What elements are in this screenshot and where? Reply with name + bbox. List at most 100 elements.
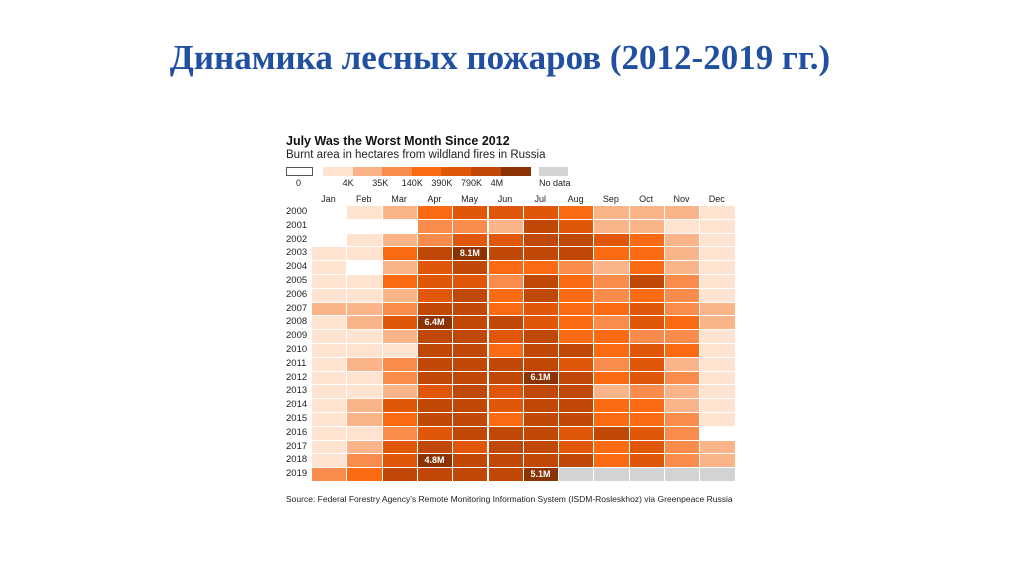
heatmap-cell <box>558 246 595 262</box>
heatmap-cell <box>522 329 560 344</box>
year-label: 2016 <box>286 426 308 438</box>
heatmap-cell <box>558 329 595 344</box>
heatmap-cell <box>522 343 560 358</box>
heatmap-cell <box>628 425 665 441</box>
heatmap-cell <box>628 205 665 220</box>
heatmap-cell <box>628 218 665 234</box>
heatmap-cell <box>593 384 630 400</box>
month-label: May <box>461 194 479 204</box>
legend-label: 140K <box>401 178 423 188</box>
heatmap-cell <box>346 232 383 248</box>
heatmap-cell <box>522 205 560 220</box>
heatmap-cell <box>346 453 383 469</box>
heatmap-cell <box>593 356 630 372</box>
heatmap-cell <box>628 315 665 331</box>
heatmap-cell <box>699 287 736 303</box>
heatmap-cell <box>381 274 418 289</box>
year-label: 2003 <box>286 247 308 259</box>
heatmap-cell <box>452 467 489 482</box>
heatmap-cell <box>346 439 383 455</box>
legend-swatch-zero <box>286 167 313 176</box>
heatmap-cell <box>558 205 595 220</box>
slide-title: Динамика лесных пожаров (2012-2019 гг.) <box>169 38 831 77</box>
heatmap-cell <box>346 315 383 331</box>
chart-source: Source: Federal Forestry Agency's Remote… <box>286 494 733 504</box>
heatmap-cell <box>628 343 665 358</box>
heatmap-cell <box>346 329 383 344</box>
legend-swatch <box>411 167 442 176</box>
heatmap-cell <box>593 260 630 275</box>
heatmap-cell <box>487 315 524 331</box>
heatmap-cell <box>699 439 736 455</box>
heatmap-cell <box>699 260 736 275</box>
heatmap-cell <box>381 384 418 400</box>
heatmap-cell <box>558 315 595 331</box>
heatmap-cell <box>593 453 630 469</box>
heatmap-cell <box>381 439 418 455</box>
heatmap-cell <box>346 287 383 303</box>
heatmap-cell <box>416 274 454 289</box>
heatmap-cell <box>628 412 665 427</box>
heatmap-cell <box>346 218 383 234</box>
year-label: 2008 <box>286 316 308 328</box>
heatmap-cell <box>558 412 595 427</box>
heatmap-cell <box>381 425 418 441</box>
heatmap-cell <box>487 453 524 469</box>
heatmap-cell <box>664 274 701 289</box>
heatmap-cell <box>311 315 348 331</box>
heatmap-cell <box>699 205 736 220</box>
heatmap-cell <box>416 218 454 234</box>
heatmap-cell <box>699 218 736 234</box>
heatmap-cell <box>522 287 560 303</box>
year-label: 2005 <box>286 275 308 286</box>
heatmap-cell <box>452 439 489 455</box>
heatmap-cell <box>558 343 595 358</box>
heatmap-cell <box>558 439 595 455</box>
heatmap-cell <box>346 246 383 262</box>
heatmap-cell <box>593 398 630 413</box>
heatmap-cell <box>628 287 665 303</box>
heatmap-cell <box>381 467 418 482</box>
heatmap-cell <box>628 467 665 482</box>
heatmap-cell <box>452 412 489 427</box>
heatmap-cell <box>416 287 454 303</box>
year-label: 2018 <box>286 454 308 466</box>
heatmap-cell <box>593 439 630 455</box>
heatmap-cell <box>522 218 560 234</box>
heatmap-cell <box>381 343 418 358</box>
heatmap-cell <box>311 287 348 303</box>
heatmap-cell <box>664 439 701 455</box>
heatmap-cell <box>558 467 595 482</box>
heatmap-cell <box>593 370 630 386</box>
heatmap-cell <box>346 343 383 358</box>
month-label: Nov <box>673 194 690 204</box>
heatmap-cell <box>699 232 736 248</box>
heatmap-cell <box>346 398 383 413</box>
heatmap-cell <box>381 301 418 317</box>
year-label: 2011 <box>286 357 307 369</box>
heatmap-cell <box>416 260 454 275</box>
heatmap-cell <box>452 274 489 289</box>
heatmap-cell <box>699 425 736 441</box>
heatmap-cell <box>628 398 665 413</box>
heatmap-cell <box>699 453 736 469</box>
year-label: 2001 <box>286 219 308 231</box>
heatmap-cell <box>452 356 489 372</box>
year-label: 2019 <box>286 468 308 480</box>
heatmap-cell <box>699 343 736 358</box>
legend-swatch <box>323 167 354 176</box>
heatmap-cell <box>558 384 595 400</box>
heatmap-cell <box>558 301 595 317</box>
heatmap-cell <box>593 246 630 262</box>
legend-label: 390K <box>431 178 453 188</box>
heatmap-cell <box>311 260 348 275</box>
heatmap-cell <box>452 315 489 331</box>
heatmap-cell <box>593 329 630 344</box>
heatmap-cell <box>452 384 489 400</box>
heatmap-cell <box>699 370 736 386</box>
heatmap-cell <box>522 412 560 427</box>
heatmap-cell <box>628 329 665 344</box>
heatmap-cell <box>311 356 348 372</box>
heatmap-cell <box>664 246 701 262</box>
heatmap-cell <box>664 384 701 400</box>
